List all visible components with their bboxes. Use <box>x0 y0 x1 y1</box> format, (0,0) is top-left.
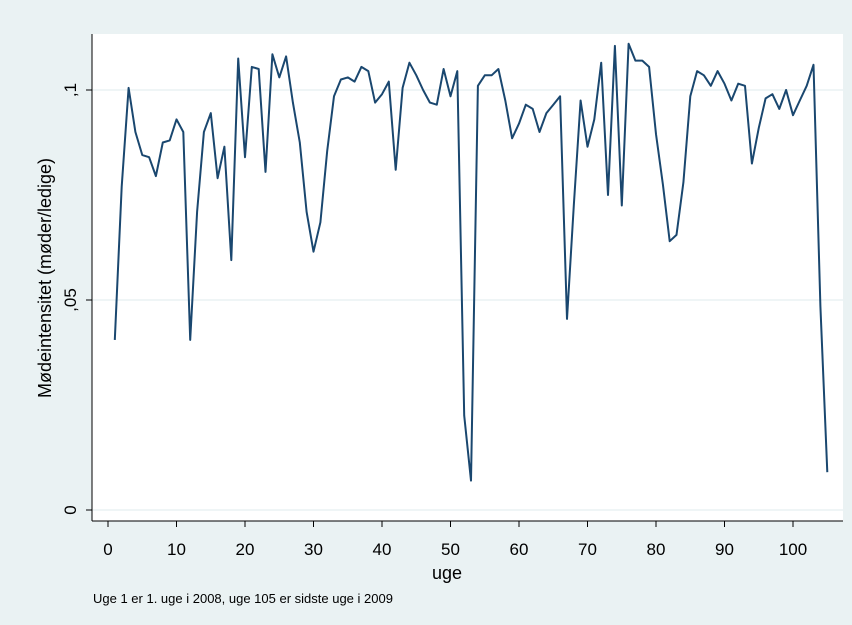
x-tick-label: 70 <box>578 540 597 559</box>
x-tick-label: 20 <box>236 540 255 559</box>
series-line <box>113 42 829 482</box>
x-tick-label: 0 <box>103 540 112 559</box>
grid-lines <box>92 89 843 511</box>
x-tick-label: 30 <box>304 540 323 559</box>
y-tick-label: ,05 <box>61 288 80 312</box>
x-axis-title: uge <box>432 563 462 583</box>
x-tick-label: 50 <box>441 540 460 559</box>
x-tick-label: 80 <box>647 540 666 559</box>
y-axis-title: Mødeintensitet (møder/ledige) <box>35 158 55 398</box>
x-tick-label: 10 <box>167 540 186 559</box>
chart-note: Uge 1 er 1. uge i 2008, uge 105 er sidst… <box>93 591 393 606</box>
x-tick-label: 90 <box>715 540 734 559</box>
x-tick-label: 60 <box>510 540 529 559</box>
y-tick-label: 0 <box>61 505 80 514</box>
x-tick-label: 100 <box>779 540 807 559</box>
y-axis-ticks: 0 ,05 ,1 <box>61 83 92 515</box>
x-tick-label: 40 <box>373 540 392 559</box>
x-axis-ticks: 0 10 20 30 40 50 60 70 80 90 100 <box>103 521 807 559</box>
y-tick-label: ,1 <box>61 83 80 97</box>
